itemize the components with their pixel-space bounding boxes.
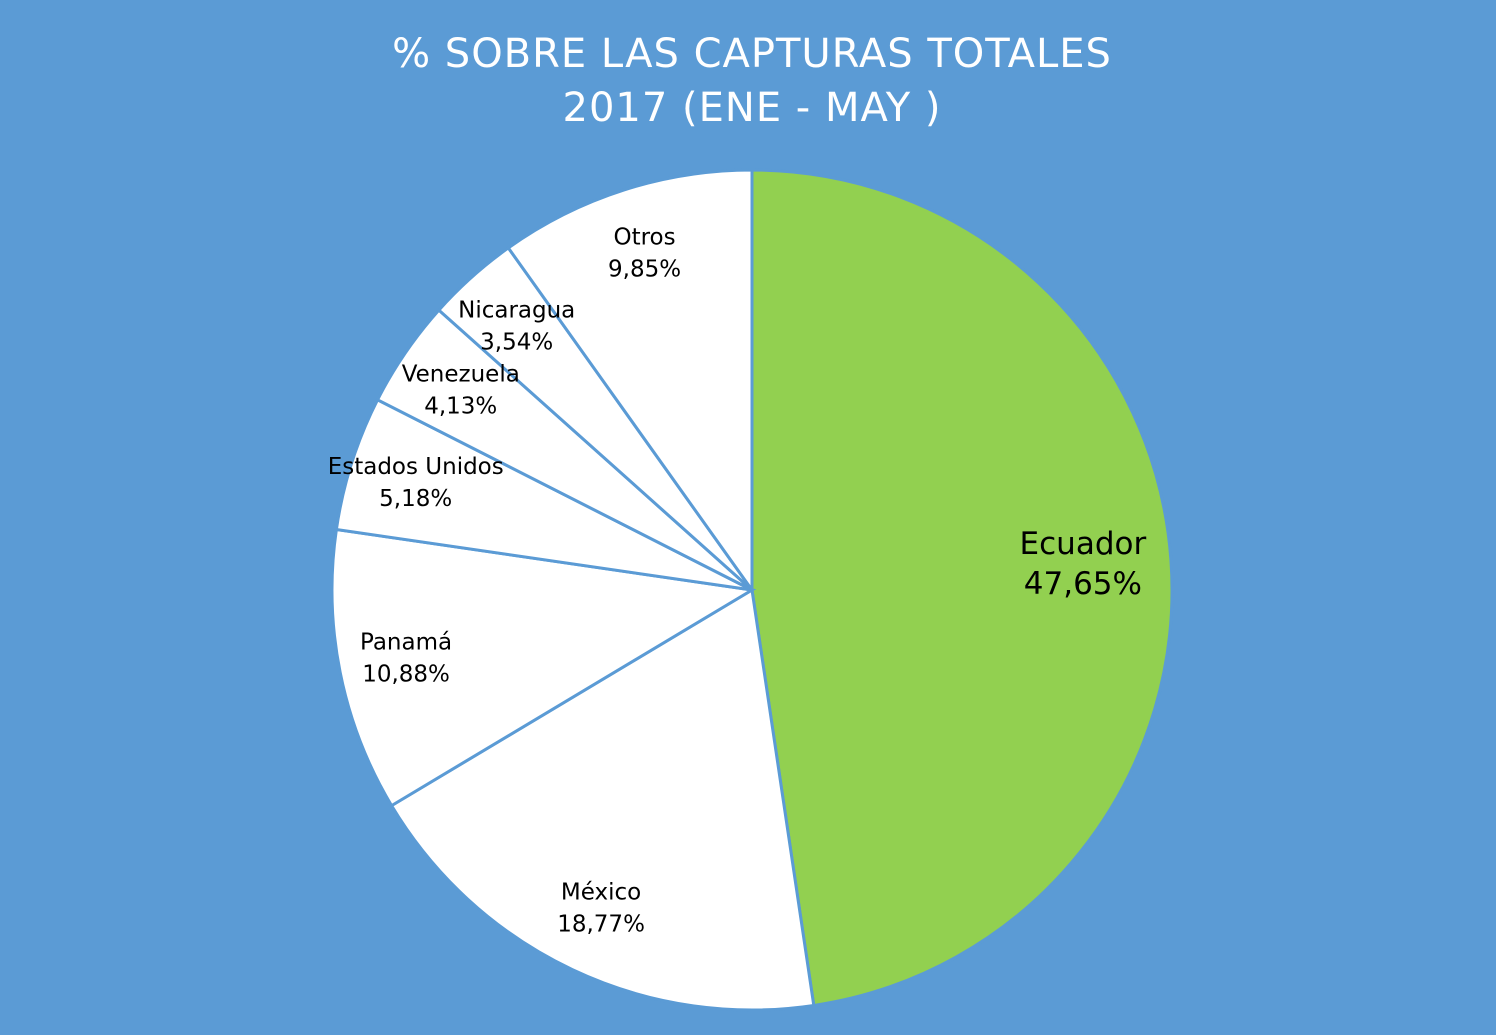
slice-value-label: 4,13% bbox=[424, 393, 497, 419]
slice-value-label: 18,77% bbox=[557, 911, 645, 937]
slice-value-label: 3,54% bbox=[480, 330, 553, 356]
pie-slice bbox=[334, 397, 753, 592]
slice-value-label: 5,18% bbox=[379, 486, 452, 512]
pie-slice bbox=[389, 587, 816, 1012]
chart-title: % SOBRE LAS CAPTURAS TOTALES bbox=[392, 31, 1112, 77]
slice-label: Otros bbox=[613, 224, 675, 250]
slice-label: Venezuela bbox=[402, 361, 520, 387]
slice-label: Nicaragua bbox=[458, 298, 575, 324]
pie-slice bbox=[750, 168, 1174, 1008]
slice-label: Ecuador bbox=[1020, 526, 1147, 562]
slice-value-label: 9,85% bbox=[608, 256, 681, 282]
slice-value-label: 47,65% bbox=[1024, 566, 1142, 602]
pie-slice bbox=[506, 168, 754, 595]
slice-label: Estados Unidos bbox=[328, 454, 504, 480]
pie-slice bbox=[330, 527, 757, 808]
slice-value-label: 10,88% bbox=[362, 662, 450, 688]
slice-label: Panamá bbox=[360, 630, 452, 656]
chart-title: 2017 (ENE - MAY ) bbox=[563, 85, 942, 131]
slice-label: México bbox=[561, 879, 641, 905]
